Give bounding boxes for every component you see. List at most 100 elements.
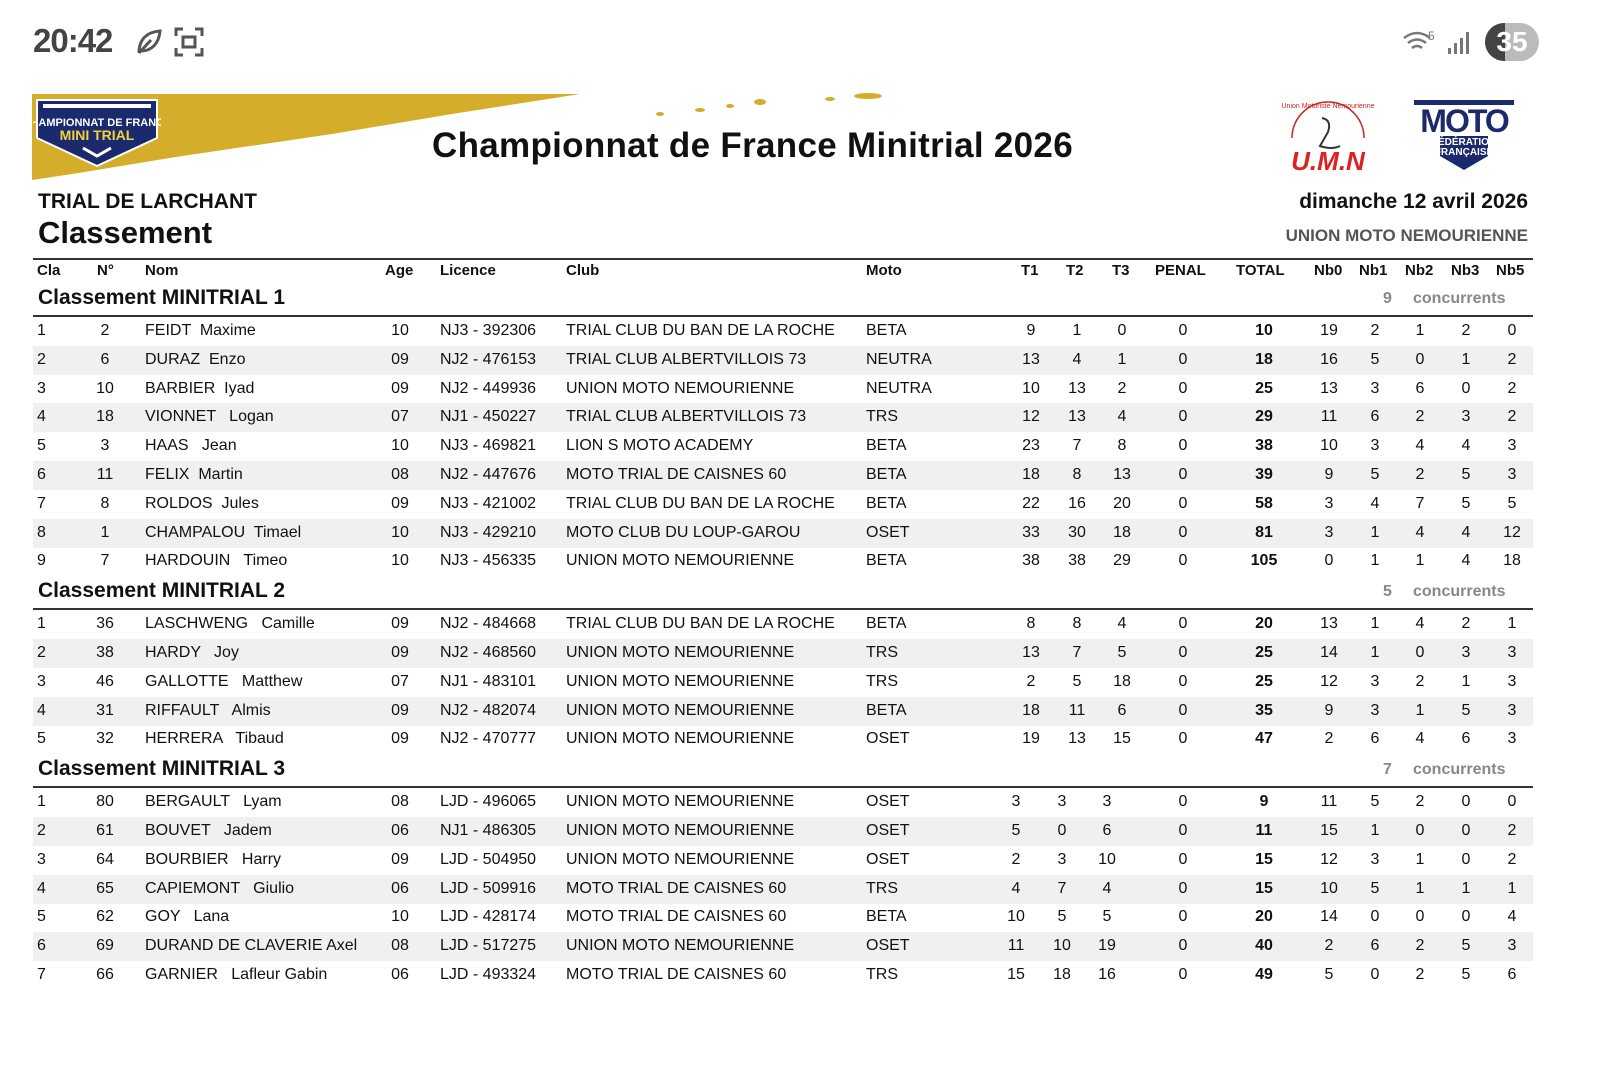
cell-nb0: 9 <box>1324 466 1334 483</box>
cell-total: 58 <box>1255 494 1273 512</box>
cell-nb0: 11 <box>1320 793 1338 811</box>
cell-licence: NJ2 - 470777 <box>440 730 537 748</box>
cell-moto: TRS <box>866 879 898 897</box>
table-row[interactable]: 8 1 CHAMPALOU Timael 10 NJ3 - 429210 MOTO CLU… <box>33 518 1533 548</box>
leaf-icon <box>137 29 162 55</box>
header-divider <box>33 258 1533 260</box>
table-row[interactable]: 1 36 LASCHWENG Camille 09 NJ2 - 484668 TRIAL … <box>33 610 1533 639</box>
cell-penal: 0 <box>1178 408 1188 426</box>
cell-cla: 2 <box>37 822 46 839</box>
cell-moto: OSET <box>866 793 910 811</box>
table-row[interactable]: 2 61 BOUVET Jadem 06 NJ1 - 486305 UNION MOTO … <box>33 817 1533 846</box>
cell-nom: FELIX Martin <box>145 466 243 483</box>
cell-moto: BETA <box>866 701 907 719</box>
table-row[interactable]: 3 46 GALLOTTE Matthew 07 NJ1 - 483101 UNION M… <box>33 668 1533 697</box>
cell-no: 7 <box>100 552 110 570</box>
section-divider <box>33 315 1533 317</box>
cell-nb5: 3 <box>1507 672 1517 690</box>
column-header-n: N° <box>97 262 114 279</box>
table-row[interactable]: 4 31 RIFFAULT Almis 09 NJ2 - 482074 UNION MOT… <box>33 696 1533 726</box>
table-row[interactable]: 2 38 HARDY Joy 09 NJ2 - 468560 UNION MOTO NEM… <box>33 639 1533 668</box>
table-row[interactable]: 6 69 DURAND DE CLAVERIE Axel 08 LJD - 517275… <box>33 932 1533 962</box>
cell-penal: 0 <box>1178 730 1188 748</box>
cell-licence: NJ3 - 429210 <box>440 523 537 541</box>
cell-nom: RIFFAULT Almis <box>145 701 271 719</box>
cell-nb1: 3 <box>1370 379 1380 397</box>
cell-nb0: 14 <box>1320 908 1338 926</box>
cell-age: 10 <box>391 523 409 541</box>
table-row[interactable]: 1 2 FEIDT Maxime 10 NJ3 - 392306 TRIAL CLUB D… <box>33 317 1533 346</box>
cell-nb0: 3 <box>1324 523 1334 541</box>
table-row[interactable]: 4 65 CAPIEMONT Giulio 06 LJD - 509916 MOTO TR… <box>33 874 1533 904</box>
cell-total: 29 <box>1255 408 1273 426</box>
cell-nb2: 0 <box>1415 350 1425 368</box>
cell-nb2: 1 <box>1415 850 1425 868</box>
cell-penal: 0 <box>1178 523 1188 541</box>
cell-total: 10 <box>1255 322 1273 339</box>
cell-licence: NJ3 - 469821 <box>440 437 537 455</box>
table-row[interactable]: 1 80 BERGAULT Lyam 08 LJD - 496065 UNION MOTO… <box>33 788 1533 817</box>
cell-t2: 8 <box>1072 615 1082 633</box>
cell-penal: 0 <box>1178 644 1188 661</box>
cell-club: TRIAL CLUB ALBERTVILLOIS 73 <box>566 350 807 368</box>
cell-cla: 9 <box>37 552 46 570</box>
cell-licence: LJD - 428174 <box>440 908 537 926</box>
cell-nb5: 5 <box>1507 494 1517 512</box>
cell-cla: 4 <box>37 701 46 719</box>
section-title: Classement MINITRIAL 2 <box>38 579 286 603</box>
cell-no: 69 <box>96 937 114 955</box>
section-count: 9 <box>1383 290 1392 307</box>
cell-licence: LJD - 517275 <box>440 937 537 955</box>
cell-age: 10 <box>391 908 409 926</box>
cell-club: UNION MOTO NEMOURIENNE <box>566 730 795 748</box>
cell-nb5: 3 <box>1507 701 1517 719</box>
cell-nom: VIONNET Logan <box>145 408 274 426</box>
cell-cla: 6 <box>37 466 46 483</box>
column-header-t1: T1 <box>1021 262 1039 279</box>
cell-age: 09 <box>391 701 409 719</box>
cell-nb1: 0 <box>1370 908 1380 926</box>
cell-club: UNION MOTO NEMOURIENNE <box>566 379 795 397</box>
table-row[interactable]: 7 66 GARNIER Lafleur Gabin 06 LJD - 493324 MO… <box>33 961 1533 990</box>
cell-nb3: 2 <box>1461 322 1471 339</box>
cell-club: MOTO TRIAL DE CAISNES 60 <box>566 908 787 926</box>
table-row[interactable]: 4 18 VIONNET Logan 07 NJ1 - 450227 TRIAL CLUB… <box>33 403 1533 433</box>
table-row[interactable]: 6 11 FELIX Martin 08 NJ2 - 447676 MOTO TRIAL … <box>33 461 1533 490</box>
table-row[interactable]: 3 64 BOURBIER Harry 09 LJD - 504950 UNION MOT… <box>33 846 1533 875</box>
cell-nom: LASCHWENG Camille <box>145 615 315 633</box>
cell-moto: BETA <box>866 552 907 570</box>
cell-t1: 15 <box>1007 966 1025 983</box>
cell-penal: 0 <box>1178 615 1188 633</box>
cell-nb0: 13 <box>1320 379 1338 397</box>
cell-t2: 0 <box>1057 822 1067 839</box>
cell-total: 47 <box>1255 730 1273 748</box>
cell-nb5: 2 <box>1507 379 1517 397</box>
cell-nb2: 0 <box>1415 822 1425 839</box>
table-row[interactable]: 9 7 HARDOUIN Timeo 10 NJ3 - 456335 UNION MOTO… <box>33 547 1533 576</box>
table-row[interactable]: 5 62 GOY Lana 10 LJD - 428174 MOTO TRIAL DE C… <box>33 903 1533 932</box>
cell-no: 11 <box>96 466 114 483</box>
cell-t3: 8 <box>1117 437 1127 455</box>
table-row[interactable]: 5 32 HERRERA Tibaud 09 NJ2 - 470777 UNION MOT… <box>33 725 1533 754</box>
cell-licence: NJ2 - 484668 <box>440 615 537 633</box>
table-row[interactable]: 2 6 DURAZ Enzo 09 NJ2 - 476153 TRIAL CLUB ALB… <box>33 345 1533 375</box>
section-title: Classement MINITRIAL 1 <box>38 286 286 309</box>
cell-nb1: 3 <box>1370 850 1380 868</box>
cell-t1: 13 <box>1022 644 1040 661</box>
cell-age: 10 <box>391 437 409 455</box>
table-row[interactable]: 5 3 HAAS Jean 10 NJ3 - 469821 LION S MOTO ACA… <box>33 432 1533 461</box>
cell-nb3: 5 <box>1461 466 1471 483</box>
cell-licence: NJ3 - 421002 <box>440 494 537 512</box>
cell-nb5: 2 <box>1507 822 1517 839</box>
section-divider <box>33 608 1533 611</box>
cell-age: 09 <box>391 615 409 633</box>
cell-total: 81 <box>1255 523 1273 541</box>
table-row[interactable]: 3 10 BARBIER Iyad 09 NJ2 - 449936 UNION MOTO … <box>33 375 1533 404</box>
umn-logo: Union Motoriste Nemourienne U.M.N <box>1282 101 1375 176</box>
cell-t2: 5 <box>1057 908 1067 926</box>
section-count-label: concurrents <box>1413 583 1506 601</box>
cell-t1: 9 <box>1026 322 1036 339</box>
table-row[interactable]: 7 8 ROLDOS Jules 09 NJ3 - 421002 TRIAL CLUB D… <box>33 490 1533 519</box>
cell-nb5: 3 <box>1507 937 1517 955</box>
cell-age: 08 <box>391 466 409 483</box>
